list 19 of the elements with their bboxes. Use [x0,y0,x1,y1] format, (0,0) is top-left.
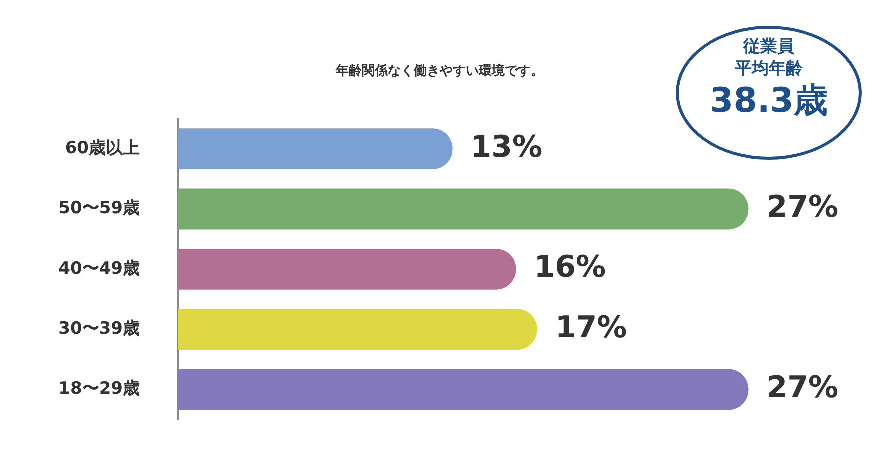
annotation: 38.3歳 [709,80,829,122]
y-tick-label: 50〜59歳 [58,198,140,219]
y-tick-label: 60歳以上 [65,138,140,158]
data-label: 17% [555,310,628,346]
y-tick-label: 40〜49歳 [58,258,140,279]
bar [178,309,538,350]
bar [178,248,516,290]
text: 平均年齢 [734,58,804,80]
data-label: 27% [766,190,839,226]
data-label: 13% [470,130,543,165]
chart-title: 年齢関係なく働きやすい環境です。 [334,62,545,80]
bar [178,188,749,230]
text: 従業員 [742,36,796,58]
data-label: 27% [766,370,839,406]
bar [178,369,749,410]
y-tick-label: 18〜29歳 [58,379,140,400]
y-tick-label: 30〜39歳 [58,318,140,339]
bar [178,128,453,170]
data-label: 16% [534,250,606,286]
